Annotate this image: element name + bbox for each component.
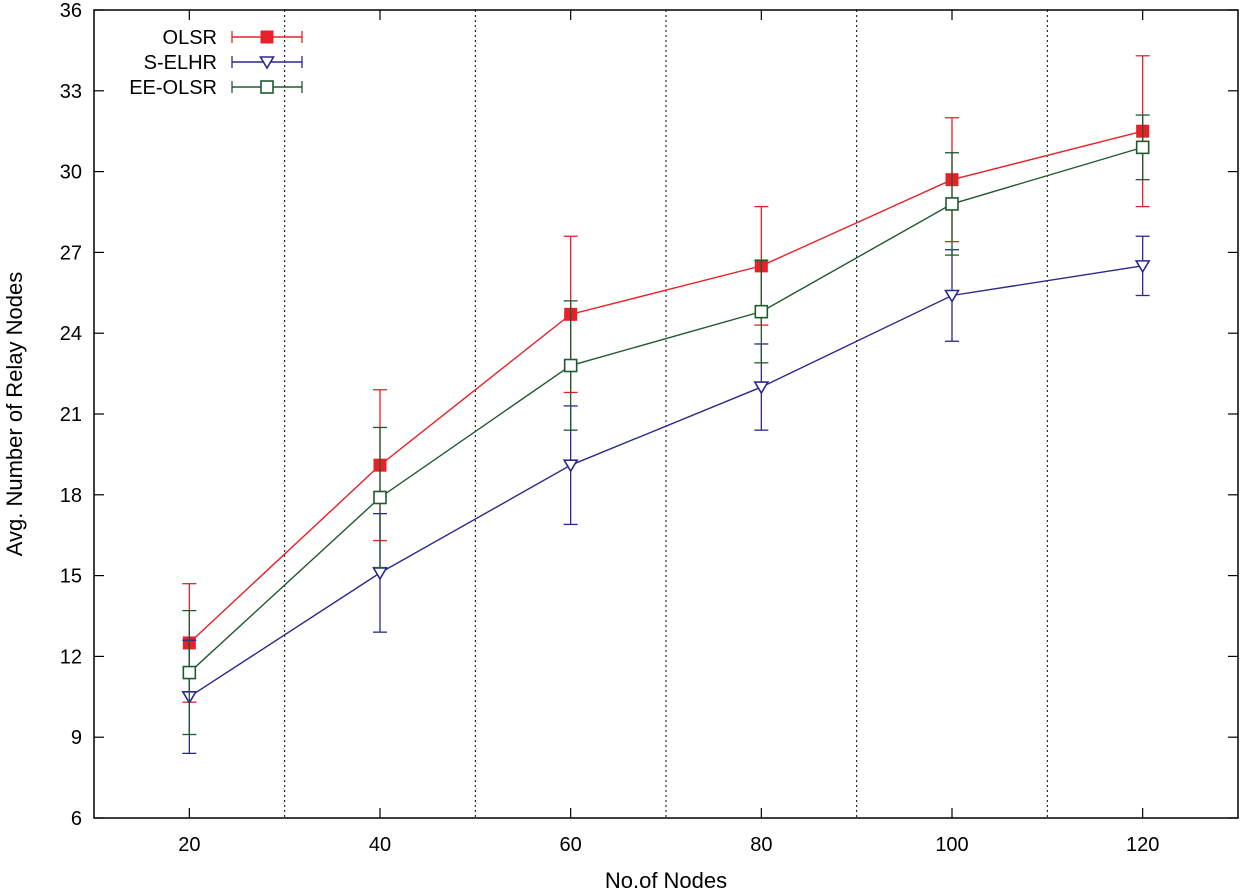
series-line bbox=[188, 146, 1143, 674]
data-point bbox=[182, 665, 197, 680]
y-tick-label: 12 bbox=[60, 646, 82, 668]
y-tick-label: 33 bbox=[60, 81, 82, 103]
x-tick-label: 40 bbox=[369, 834, 391, 856]
data-point bbox=[372, 567, 388, 581]
x-tick-label: 20 bbox=[178, 834, 200, 856]
series-layer bbox=[181, 55, 1151, 755]
legend-label: EE-OLSR bbox=[129, 77, 217, 99]
data-point bbox=[373, 490, 387, 505]
data-point bbox=[945, 197, 959, 211]
grid-layer bbox=[284, 10, 1048, 818]
data-point bbox=[1134, 260, 1151, 274]
y-tick-label: 30 bbox=[60, 162, 82, 184]
data-point bbox=[754, 304, 769, 319]
data-point bbox=[260, 30, 274, 44]
y-tick-label: 18 bbox=[60, 485, 82, 507]
data-point bbox=[260, 80, 274, 94]
y-tick-label: 21 bbox=[60, 404, 82, 426]
data-point bbox=[753, 381, 770, 395]
data-point bbox=[563, 358, 578, 373]
series-line bbox=[188, 130, 1143, 644]
tick-layer: 6 9 12 15 18 21 24 27 30 33 36 20 40 60 80 100 120 bbox=[60, 0, 1238, 856]
data-point bbox=[259, 56, 275, 70]
x-tick-label: 100 bbox=[935, 834, 968, 856]
series-ee-olsr bbox=[182, 114, 1150, 736]
x-axis-title: No.of Nodes bbox=[605, 868, 727, 893]
y-tick-label: 27 bbox=[60, 242, 82, 264]
y-tick-label: 36 bbox=[60, 0, 82, 22]
data-point bbox=[1135, 140, 1150, 155]
legend: OLSR S-ELHR EE-OLSR bbox=[129, 27, 303, 99]
legend-entry-ee-olsr: EE-OLSR bbox=[129, 77, 303, 99]
x-tick-label: 80 bbox=[750, 834, 772, 856]
series-line bbox=[188, 265, 1143, 698]
data-point bbox=[944, 289, 960, 304]
y-axis-title: Avg. Number of Relay Nodes bbox=[2, 272, 27, 557]
y-tick-label: 6 bbox=[71, 808, 82, 830]
x-tick-label: 120 bbox=[1126, 834, 1159, 856]
data-point bbox=[562, 459, 579, 473]
y-tick-label: 9 bbox=[71, 727, 82, 749]
y-tick-label: 24 bbox=[60, 323, 82, 345]
legend-label: OLSR bbox=[163, 27, 217, 49]
legend-label: S-ELHR bbox=[144, 52, 217, 74]
y-tick-label: 15 bbox=[60, 566, 82, 588]
x-tick-label: 60 bbox=[560, 834, 582, 856]
legend-entry-s-elhr: S-ELHR bbox=[144, 52, 303, 74]
legend-entry-olsr: OLSR bbox=[163, 27, 303, 49]
